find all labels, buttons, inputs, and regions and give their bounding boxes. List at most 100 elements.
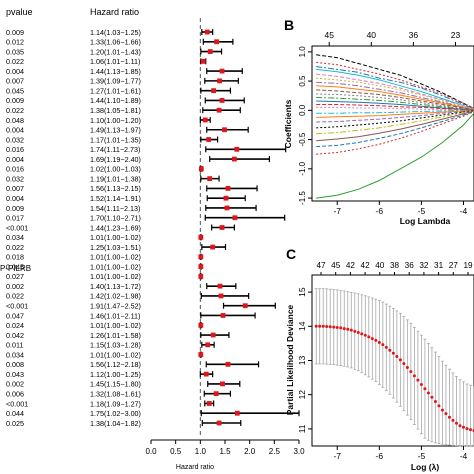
deviance-point [318, 324, 322, 328]
hr-point [198, 254, 204, 260]
deviance-points [314, 288, 474, 447]
lasso-coefficient-panel: B 1.00.50.0-0.5-1.0-1.5-7 -6 -5 -445 40 36 23 … [283, 17, 474, 226]
hazard-ratio-cell: 1.56(1.13−2.15) [90, 184, 141, 193]
panel-c-x-tick-label: -6 [376, 451, 384, 461]
hazard-ratio-cell: 1.20(1.01−1.43) [90, 47, 141, 56]
coefficient-path [316, 109, 474, 129]
hazard-ratio-header: Hazard ratio [90, 7, 139, 17]
panel-c-y-tick-label: 14 [297, 321, 307, 331]
hazard-ratio-cell: 1.01(1.00−1.02) [90, 272, 141, 281]
hr-point [217, 283, 223, 289]
panel-b-top-tick-label: 23 [451, 30, 461, 40]
panel-c-x-tick-label: -7 [333, 451, 341, 461]
hr-point [198, 264, 204, 269]
deviance-point [405, 366, 409, 370]
hazard-ratio-cell: 1.12(1.00−1.25) [90, 370, 141, 379]
panel-c-x-axis-label: Log (λ) [411, 462, 439, 472]
coefficient-path [316, 109, 474, 118]
panel-b-frame [311, 45, 474, 202]
panel-c-top-tick-label: 47 [316, 261, 326, 270]
deviance-point [388, 348, 392, 352]
coefficient-path [316, 104, 474, 111]
hr-point [232, 215, 238, 221]
hazard-ratio-cell: 1.26(1.01−1.58) [90, 331, 141, 340]
coefficient-paths [316, 54, 474, 199]
pvalue-cell: 0.043 [6, 370, 24, 379]
hr-point [210, 244, 216, 250]
panel-c-top-tick-label: 45 [331, 261, 341, 270]
pvalue-cell: 0.011 [6, 341, 23, 350]
hazard-ratio-cell: 1.52(1.14−1.91) [90, 194, 141, 203]
deviance-point [409, 370, 413, 374]
deviance-point [349, 328, 353, 332]
forest-x-tick-label: 2.5 [269, 447, 281, 456]
deviance-point [360, 332, 364, 336]
panel-b-x-tick-label: -5 [418, 206, 426, 216]
hr-point [216, 420, 222, 426]
hr-point [207, 176, 213, 182]
deviance-point [346, 327, 350, 331]
hr-point [220, 381, 225, 387]
hr-point [207, 49, 213, 54]
hazard-ratio-cell: 1.14(1.03−1.25) [90, 28, 141, 37]
deviance-point [451, 418, 455, 422]
panel-c-y-tick-label: 13 [297, 356, 307, 366]
panel-b-top-tick-label: 45 [325, 30, 335, 40]
pvalue-cell: 0.047 [6, 311, 24, 320]
panel-c-top-tick-label: 40 [375, 261, 385, 270]
hazard-ratio-cell: 1.18(1.09−1.27) [90, 399, 141, 408]
pvalue-cell: 0.008 [6, 360, 24, 369]
hr-point [214, 39, 220, 45]
hazard-ratio-cell: 1.01(1.00−1.02) [90, 262, 141, 271]
hazard-ratio-cell: 1.39(1.09−1.77) [90, 77, 141, 86]
coefficient-path [316, 68, 474, 110]
hr-point [204, 29, 210, 35]
hr-point [231, 156, 237, 162]
coefficient-path [316, 110, 474, 135]
pvalue-cell: 0.045 [6, 262, 24, 271]
hr-point [206, 137, 212, 142]
hr-point [222, 127, 227, 133]
deviance-point [419, 382, 423, 386]
pvalue-cell: 0.044 [6, 409, 24, 418]
coefficient-path [316, 89, 474, 111]
panel-b-top-tick-label: 36 [409, 30, 419, 40]
hazard-ratio-cell: 1.45(1.15−1.80) [90, 380, 141, 389]
forest-x-axis: 0.0 0.5 1.0 1.5 2.0 2.5 3.0 [145, 439, 305, 456]
forest-x-tick-label: 3.0 [293, 447, 305, 456]
pvalue-cell: 0.007 [6, 77, 24, 86]
deviance-point [458, 424, 462, 428]
coefficient-path [316, 110, 474, 142]
hazard-ratio-cell: 1.54(1.11−2.13) [90, 204, 140, 213]
deviance-point [461, 425, 465, 429]
deviance-point [321, 324, 325, 328]
panel-b-y-tick-label: -1.0 [298, 161, 307, 175]
pvalue-cell: 0.042 [6, 331, 24, 340]
hazard-ratio-cell: 1.25(1.03−1.51) [90, 243, 141, 252]
pvalue-cell: 0.022 [6, 106, 24, 115]
hr-point [223, 195, 229, 201]
hazard-ratio-cell: 1.69(1.19−2.40) [90, 155, 141, 164]
hr-point [242, 303, 248, 309]
hr-point [211, 88, 217, 94]
coefficient-path [316, 109, 474, 123]
pvalue-cell: 0.018 [6, 253, 24, 262]
pvalue-header: pvalue [6, 7, 33, 17]
panel-b-top-tick-label: 40 [367, 30, 377, 40]
hazard-ratio-cell: 1.49(1.13−1.97) [90, 126, 141, 135]
coefficient-path [316, 112, 474, 199]
deviance-point [363, 333, 367, 337]
hazard-ratio-cell: 1.91(1.47−2.52) [90, 302, 141, 311]
deviance-point [356, 330, 360, 334]
hr-point [217, 78, 222, 84]
deviance-point [325, 324, 329, 328]
deviance-point [377, 341, 381, 345]
pvalue-cell: 0.004 [6, 155, 24, 164]
hr-point [225, 186, 231, 191]
pvalue-cell: 0.016 [6, 145, 24, 154]
hr-point [220, 313, 226, 318]
hr-point [225, 361, 231, 367]
deviance-point [339, 326, 343, 330]
hr-point [219, 98, 225, 103]
deviance-point [342, 327, 346, 331]
